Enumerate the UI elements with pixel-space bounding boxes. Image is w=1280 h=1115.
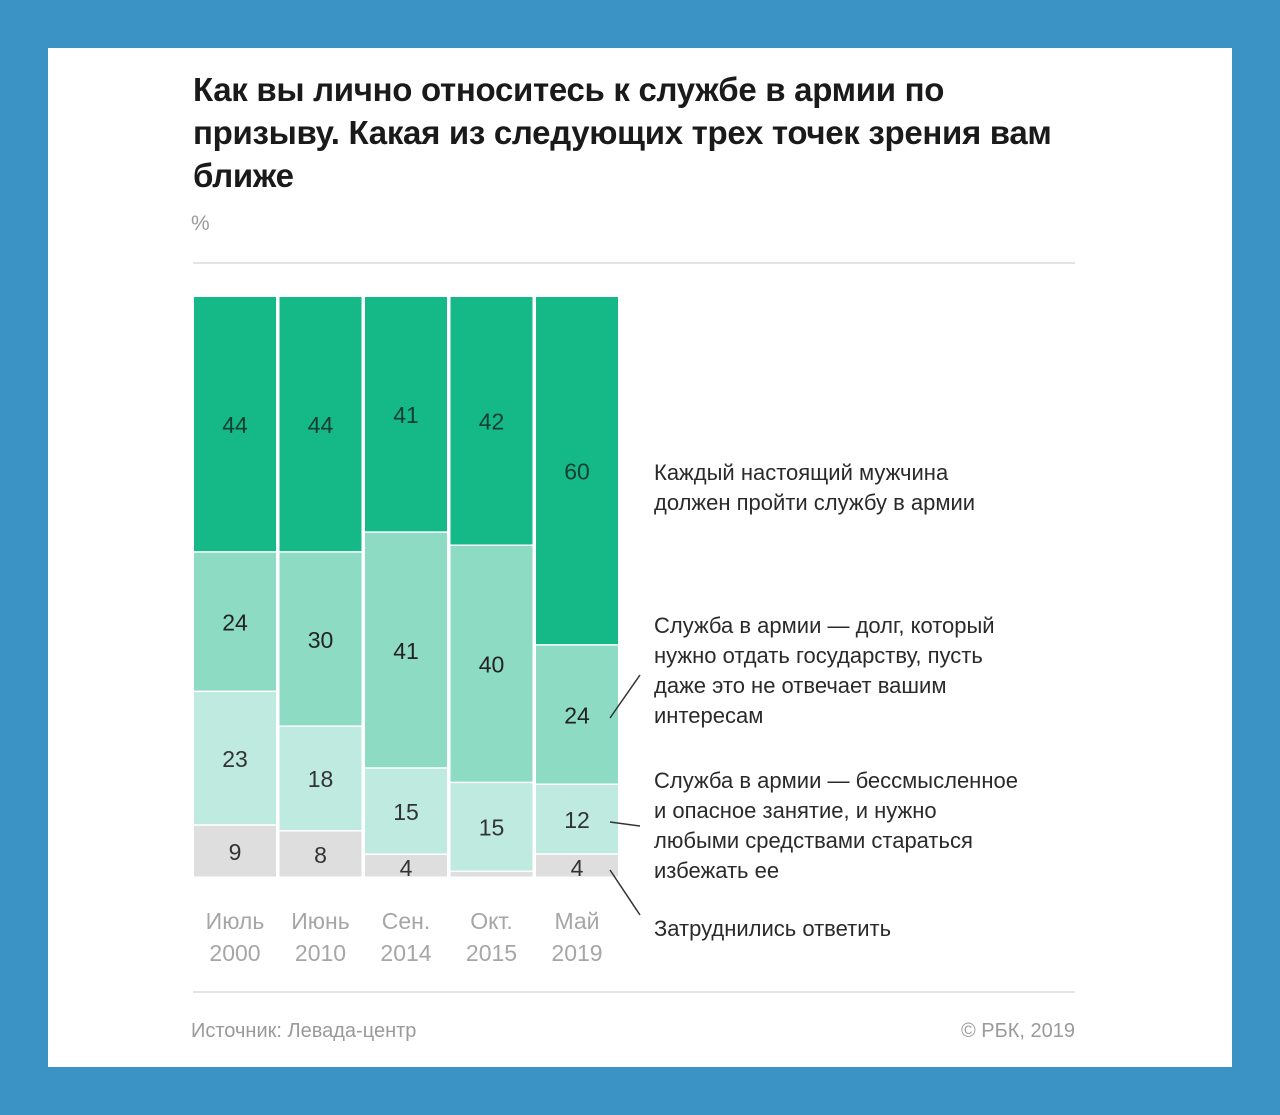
data-label-4-col-1: 44	[222, 412, 248, 438]
bar-segment-1-col-1	[194, 825, 276, 877]
bar-segment-3-col-5	[536, 645, 618, 784]
leader-line-hard-to-say	[609, 869, 641, 916]
bar-segment-4-col-4	[450, 297, 533, 545]
copyright-note: © РБК, 2019	[960, 1020, 1075, 1042]
bar-segment-2-col-5	[536, 785, 618, 854]
unit-label: %	[191, 212, 210, 235]
data-label-3-col-2: 30	[308, 627, 334, 653]
bar-segment-4-col-1	[194, 297, 276, 552]
data-label-1-col-1: 9	[229, 839, 242, 865]
legend-entry-2-line-3: даже это не отвечает вашим	[654, 673, 946, 698]
data-label-1-col-3: 4	[400, 855, 413, 881]
leader-line-duty	[609, 674, 641, 719]
legend-entry-1-line-1: Каждый настоящий мужчина	[654, 460, 949, 485]
top-divider	[193, 262, 1075, 264]
chart-title: Как вы лично относитесь к службе в армии…	[193, 71, 1052, 194]
bar-segment-1-col-3	[365, 854, 447, 877]
data-label-4-col-2: 44	[308, 412, 334, 438]
legend-entry-2-line-1: Служба в армии — долг, который	[654, 613, 995, 638]
x-tick-year-1: 2000	[209, 940, 260, 966]
data-label-2-col-4: 15	[479, 815, 505, 841]
legend-entry-2-line-2: нужно отдать государству, пусть	[654, 643, 983, 668]
bottom-divider	[193, 991, 1075, 993]
bar-segment-2-col-1	[194, 692, 276, 825]
bar-segment-3-col-1	[194, 552, 276, 691]
bar-segment-3-col-4	[450, 546, 533, 782]
bar-segment-4-col-5	[536, 297, 618, 645]
x-tick-year-3: 2014	[380, 940, 431, 966]
bar-segment-1-col-4	[450, 872, 533, 877]
x-tick-month-1: Июль	[206, 908, 265, 934]
source-note: Источник: Левада-центр	[191, 1020, 417, 1042]
legend-entry-3-line-4: избежать ее	[654, 858, 779, 883]
bar-segment-3-col-3	[365, 532, 447, 768]
bar-segment-1-col-2	[279, 831, 362, 877]
legend-entry-1-line-2: должен пройти службу в армии	[654, 490, 975, 515]
data-label-4-col-3: 41	[393, 402, 419, 428]
legend-entry-4-line-1: Затруднились ответить	[654, 916, 891, 941]
bar-segment-2-col-4	[450, 783, 533, 871]
data-label-1-col-5: 4	[571, 855, 584, 881]
x-tick-month-4: Окт.	[470, 908, 513, 934]
data-label-2-col-3: 15	[393, 799, 419, 825]
x-tick-month-2: Июнь	[291, 908, 349, 934]
bar-segment-2-col-3	[365, 768, 447, 854]
data-label-3-col-5: 24	[564, 702, 590, 728]
data-label-3-col-3: 41	[393, 638, 419, 664]
data-label-4-col-4: 42	[479, 409, 505, 435]
data-label-2-col-1: 23	[222, 746, 248, 772]
data-label-3-col-4: 40	[479, 652, 505, 678]
bar-segment-2-col-2	[279, 726, 362, 831]
x-tick-month-3: Сен.	[382, 908, 431, 934]
data-label-4-col-5: 60	[564, 458, 590, 484]
data-label-1-col-2: 8	[314, 842, 327, 868]
bar-segment-3-col-2	[279, 552, 362, 726]
legend-entry-3-line-1: Служба в армии — бессмысленное	[654, 768, 1018, 793]
data-label-2-col-5: 12	[564, 807, 590, 833]
bar-segment-4-col-3	[365, 297, 447, 532]
data-label-3-col-1: 24	[222, 609, 248, 635]
bar-segment-1-col-5	[536, 854, 618, 877]
data-label-2-col-2: 18	[308, 766, 334, 792]
legend-entry-2-line-4: интересам	[654, 703, 763, 728]
x-tick-month-5: Май	[554, 908, 599, 934]
legend-entry-3-line-3: любыми средствами стараться	[654, 828, 973, 853]
leader-line-senseless	[609, 821, 641, 827]
legend-entry-3-line-2: и опасное занятие, и нужно	[654, 798, 937, 823]
x-tick-year-5: 2019	[551, 940, 602, 966]
x-tick-year-4: 2015	[466, 940, 517, 966]
x-tick-year-2: 2010	[295, 940, 346, 966]
bar-segment-4-col-2	[279, 297, 362, 552]
